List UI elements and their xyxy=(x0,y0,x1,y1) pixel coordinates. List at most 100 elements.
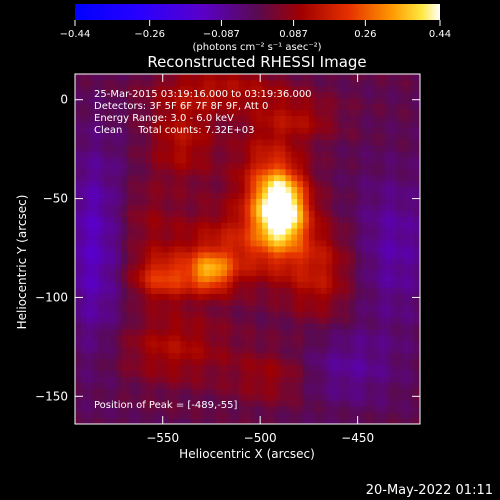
heatmap-cell xyxy=(273,186,281,194)
heatmap-cell xyxy=(139,192,146,199)
heatmap-cell xyxy=(104,198,111,205)
heatmap-cell xyxy=(186,388,193,395)
heatmap-cell xyxy=(121,246,129,253)
heatmap-cell xyxy=(355,346,362,354)
heatmap-cell xyxy=(127,115,134,122)
heatmap-cell xyxy=(384,358,392,366)
heatmap-cell xyxy=(303,204,310,211)
heatmap-cell xyxy=(320,210,327,217)
heatmap-cell xyxy=(232,257,240,265)
heatmap-cell xyxy=(191,269,199,277)
heatmap-cell xyxy=(273,418,281,425)
heatmap-cell xyxy=(273,180,281,188)
heatmap-cell xyxy=(326,228,333,235)
heatmap-cell xyxy=(262,305,269,312)
heatmap-cell xyxy=(232,263,240,271)
heatmap-cell xyxy=(396,281,403,288)
heatmap-cell xyxy=(379,394,386,401)
heatmap-cell xyxy=(396,198,403,205)
heatmap-cell xyxy=(180,340,187,348)
heatmap-cell xyxy=(408,210,415,217)
heatmap-cell xyxy=(186,382,193,389)
heatmap-cell xyxy=(402,97,409,105)
heatmap-cell xyxy=(384,121,392,128)
heatmap-cell xyxy=(104,222,111,229)
heatmap-cell xyxy=(262,180,269,188)
heatmap-cell xyxy=(232,121,240,128)
heatmap-cell xyxy=(139,139,146,146)
heatmap-cell xyxy=(80,406,88,413)
heatmap-cell xyxy=(145,346,152,354)
heatmap-cell xyxy=(86,370,93,377)
heatmap-cell xyxy=(221,329,228,336)
heatmap-cell xyxy=(156,400,164,407)
heatmap-cell xyxy=(384,257,392,265)
heatmap-cell xyxy=(180,305,187,312)
heatmap-cell xyxy=(238,228,245,235)
heatmap-cell xyxy=(232,323,240,330)
heatmap-cell xyxy=(232,162,240,170)
heatmap-cell xyxy=(285,162,292,170)
heatmap-cell xyxy=(414,323,421,330)
heatmap-cell xyxy=(127,198,134,205)
heatmap-cell xyxy=(121,311,129,318)
heatmap-cell xyxy=(262,394,269,401)
heatmap-cell xyxy=(256,340,263,348)
heatmap-cell xyxy=(285,269,292,277)
heatmap-cell xyxy=(355,210,362,217)
heatmap-cell xyxy=(98,269,105,277)
heatmap-cell xyxy=(262,121,269,128)
heatmap-cell xyxy=(186,216,193,223)
heatmap-cell xyxy=(314,180,321,188)
heatmap-cell xyxy=(186,370,193,377)
heatmap-cell xyxy=(203,299,210,306)
heatmap-cell xyxy=(115,400,123,407)
heatmap-cell xyxy=(80,180,88,188)
heatmap-cell xyxy=(390,91,398,99)
heatmap-cell xyxy=(215,418,222,425)
heatmap-cell xyxy=(291,139,298,146)
heatmap-cell xyxy=(250,234,257,241)
heatmap-cell xyxy=(244,115,251,122)
heatmap-cell xyxy=(361,198,368,205)
heatmap-cell xyxy=(92,400,99,407)
heatmap-cell xyxy=(326,299,333,306)
heatmap-cell xyxy=(121,228,129,235)
heatmap-cell xyxy=(221,305,228,312)
heatmap-cell xyxy=(127,406,134,413)
heatmap-cell xyxy=(273,210,281,217)
heatmap-cell xyxy=(180,133,187,140)
heatmap-cell xyxy=(197,412,205,419)
heatmap-cell xyxy=(267,180,275,188)
heatmap-cell xyxy=(285,97,292,105)
heatmap-cell xyxy=(221,376,228,383)
heatmap-cell xyxy=(227,418,234,425)
heatmap-cell xyxy=(133,400,140,407)
y-tick-label: −50 xyxy=(43,192,68,206)
heatmap-cell xyxy=(384,394,392,401)
heatmap-cell xyxy=(285,174,292,182)
heatmap-cell xyxy=(338,204,345,211)
heatmap-cell xyxy=(133,275,140,283)
heatmap-cell xyxy=(349,115,357,122)
heatmap-cell xyxy=(408,228,415,235)
heatmap-cell xyxy=(314,216,321,223)
heatmap-cell xyxy=(390,406,398,413)
heatmap-cell xyxy=(379,299,386,306)
heatmap-cell xyxy=(110,180,117,188)
heatmap-cell xyxy=(145,418,152,425)
heatmap-cell xyxy=(291,127,298,134)
heatmap-cell xyxy=(384,186,392,194)
heatmap-cell xyxy=(297,145,304,152)
heatmap-cell xyxy=(174,376,181,383)
heatmap-cell xyxy=(414,311,421,318)
heatmap-cell xyxy=(139,127,146,134)
heatmap-cell xyxy=(256,222,263,229)
heatmap-cell xyxy=(151,121,158,128)
heatmap-cell xyxy=(215,97,222,105)
heatmap-cell xyxy=(227,151,234,158)
heatmap-cell xyxy=(209,335,216,342)
heatmap-cell xyxy=(209,305,216,312)
heatmap-cell xyxy=(133,323,140,330)
heatmap-cell xyxy=(238,127,245,134)
